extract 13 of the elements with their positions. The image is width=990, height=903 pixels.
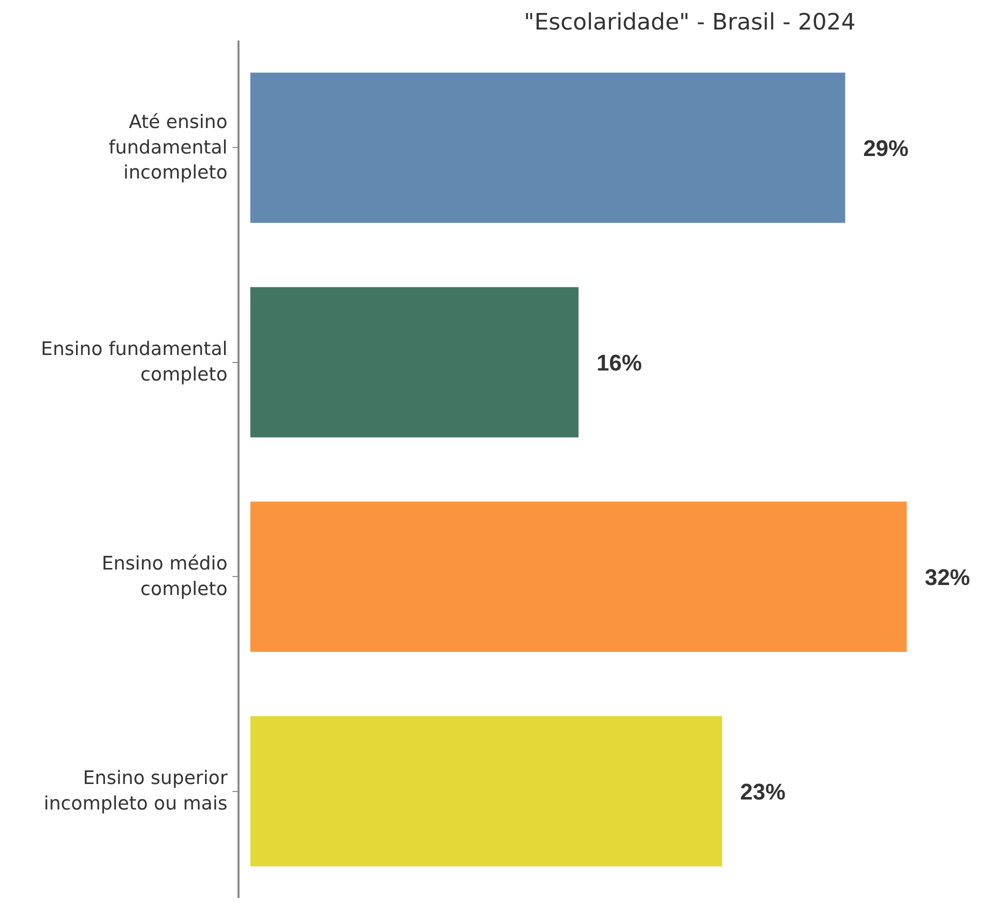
y-tick-label: Ensino médio completo — [102, 554, 228, 600]
bar — [250, 287, 579, 438]
data-label: 32% — [924, 564, 970, 590]
y-tick-label: Ensino fundamental completo — [40, 339, 228, 386]
y-tick-label: Ensino superior incompleto ou mais — [44, 768, 228, 814]
bar — [250, 716, 722, 866]
chart-title: "Escolaridade" - Brasil - 2024 — [524, 10, 856, 36]
data-label: 23% — [740, 778, 786, 804]
bar — [250, 502, 907, 652]
bar — [250, 72, 846, 223]
y-tick-label: Até ensino fundamental incompleto — [108, 112, 228, 184]
data-label: 29% — [863, 134, 909, 161]
data-label: 16% — [596, 349, 642, 376]
